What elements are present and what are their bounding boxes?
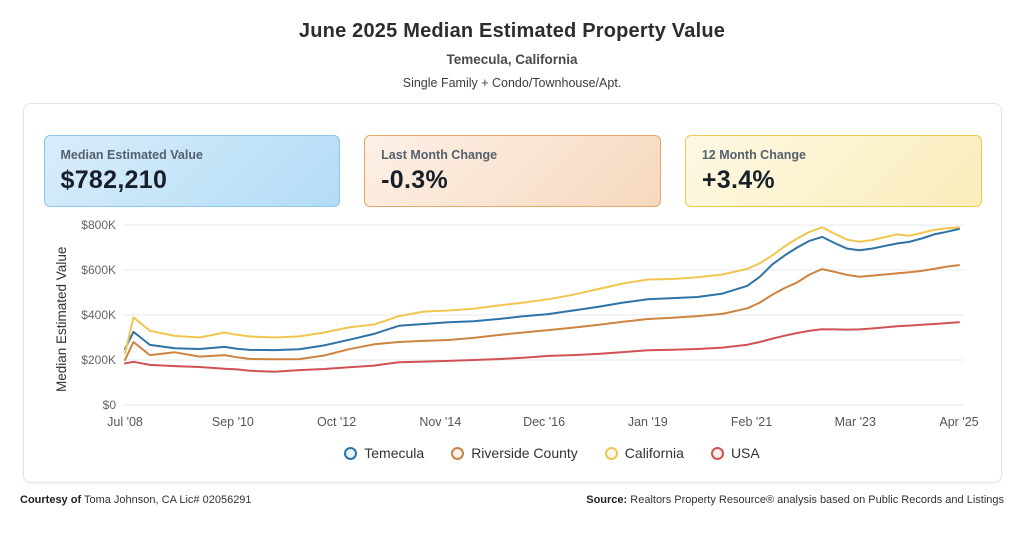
svg-text:$400K: $400K (81, 308, 116, 322)
svg-text:Feb '21: Feb '21 (730, 415, 771, 429)
chart-card: Median Estimated Value $782,210 Last Mon… (22, 103, 1002, 483)
location-subtitle: Temecula, California (446, 52, 578, 67)
stat-card-12-month-change: 12 Month Change +3.4% (684, 135, 982, 207)
stat-value: -0.3% (381, 166, 448, 194)
legend-circle-icon (344, 446, 358, 460)
line-chart: Median Estimated Value $0 $200K $400K $600K… (24, 208, 1001, 436)
legend-item-usa[interactable]: USA (710, 445, 760, 461)
stat-label: 12 Month Change (701, 148, 807, 162)
chart-plot-area: $0 $200K $400K $600K $800K Jul '08 Sep '10 Oct … (81, 218, 978, 429)
stat-row: Median Estimated Value $782,210 Last Mon… (43, 135, 982, 207)
property-types-line: Single Family + Condo/Townhouse/Apt. (402, 76, 622, 90)
svg-text:Sep '10: Sep '10 (211, 415, 253, 429)
svg-text:Nov '14: Nov '14 (419, 415, 461, 429)
stat-card-median-value: Median Estimated Value $782,210 (43, 135, 341, 207)
legend-circle-icon (451, 446, 465, 460)
legend-item-california[interactable]: California (604, 445, 684, 461)
legend-circle-icon (710, 446, 724, 460)
chart-legend: Temecula Riverside County California USA (104, 441, 1001, 465)
legend-circle-icon (604, 446, 618, 460)
legend-item-riverside-county[interactable]: Riverside County (451, 445, 578, 461)
legend-label: USA (730, 445, 760, 461)
svg-text:$600K: $600K (81, 263, 116, 277)
courtesy-text: Courtesy of Toma Johnson, CA Lic# 020562… (20, 494, 252, 506)
svg-text:Jan '19: Jan '19 (627, 415, 667, 429)
svg-text:$200K: $200K (81, 353, 116, 367)
stat-label: Last Month Change (381, 148, 498, 162)
legend-label: Riverside County (471, 445, 578, 461)
stat-label: Median Estimated Value (60, 148, 203, 162)
svg-text:Apr '25: Apr '25 (939, 415, 978, 429)
legend-label: Temecula (364, 445, 425, 461)
report-header: June 2025 Median Estimated Property Valu… (0, 0, 1024, 90)
svg-text:Jul '08: Jul '08 (107, 415, 143, 429)
stat-value: $782,210 (60, 166, 168, 194)
source-text: Source: Realtors Property Resource® anal… (586, 494, 1004, 506)
svg-text:Oct '12: Oct '12 (317, 415, 356, 429)
svg-text:$0: $0 (102, 398, 116, 412)
stat-value: +3.4% (701, 166, 775, 194)
svg-text:$800K: $800K (81, 218, 116, 232)
legend-item-temecula[interactable]: Temecula (344, 445, 424, 461)
page-title: June 2025 Median Estimated Property Valu… (298, 20, 726, 42)
svg-text:Dec '16: Dec '16 (523, 415, 565, 429)
svg-text:Mar '23: Mar '23 (834, 415, 875, 429)
stat-card-last-month-change: Last Month Change -0.3% (364, 135, 661, 207)
legend-label: California (624, 445, 684, 461)
report-footer: Courtesy of Toma Johnson, CA Lic# 020562… (0, 494, 1024, 506)
